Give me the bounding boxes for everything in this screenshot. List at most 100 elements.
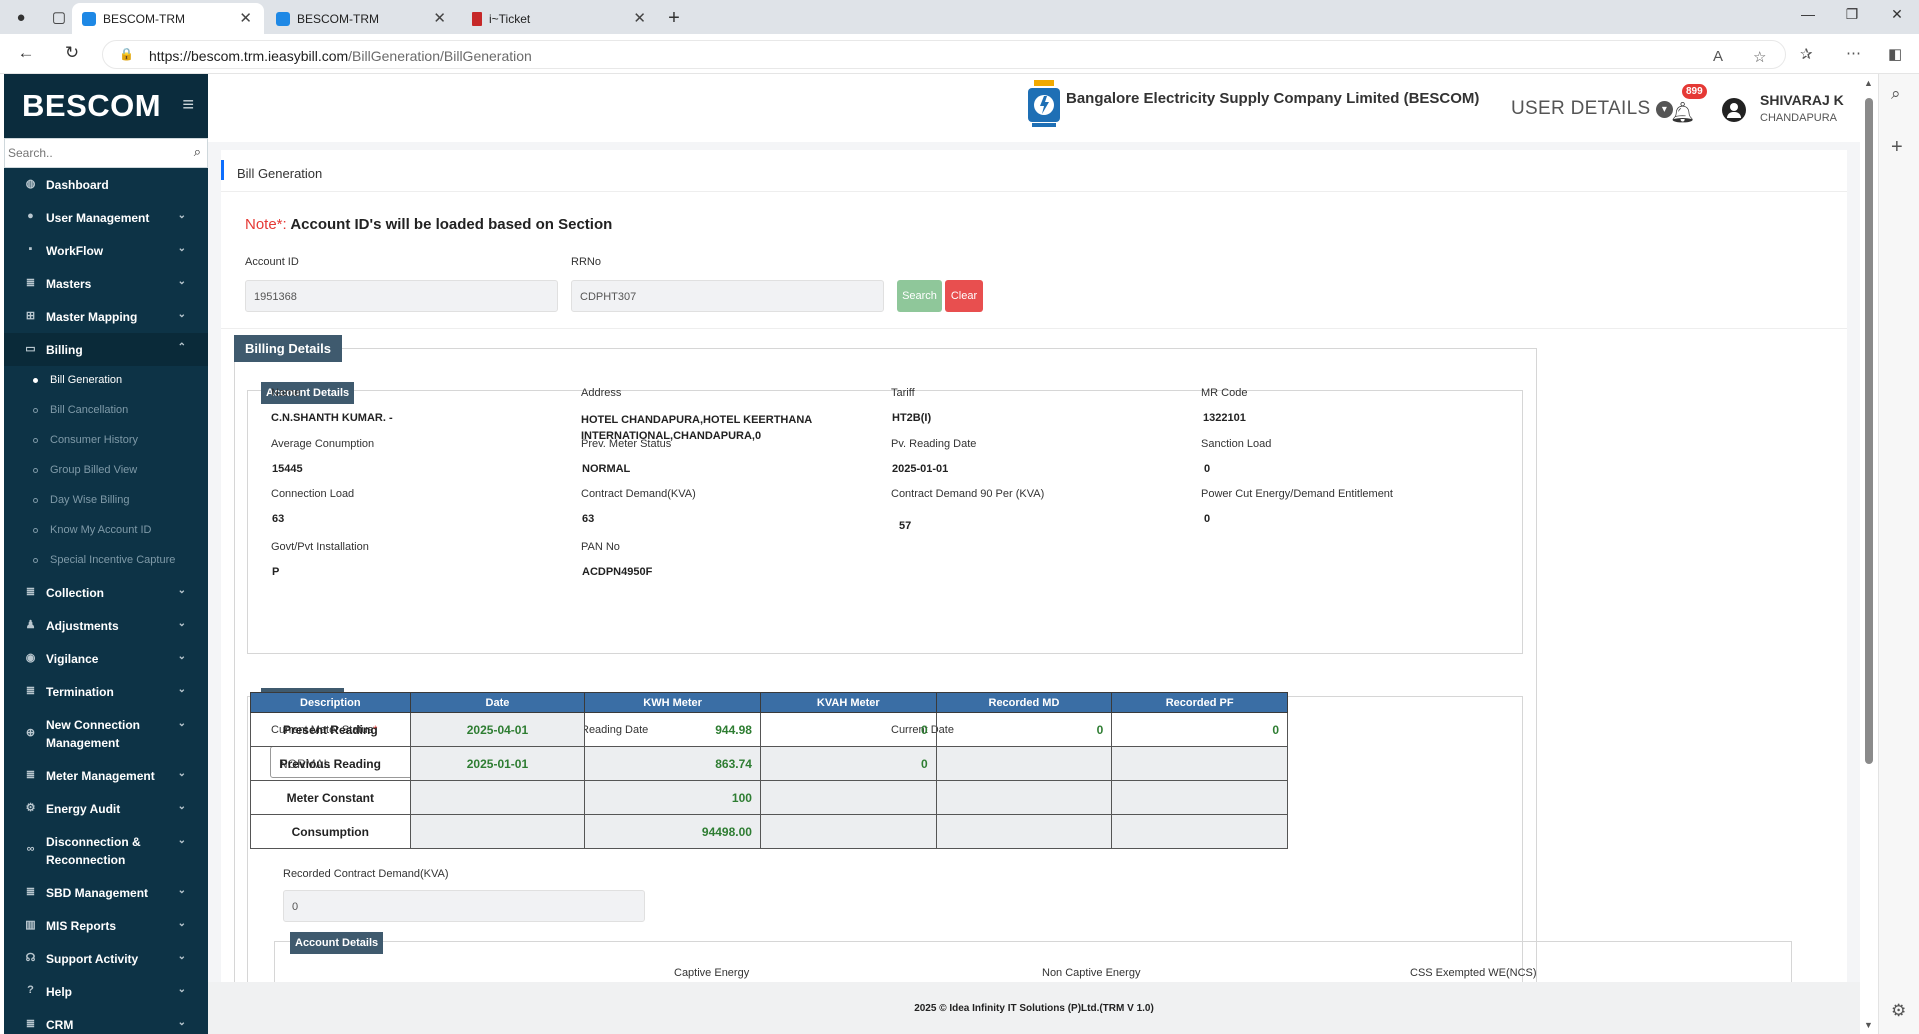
favorites-icon[interactable]: ✰	[1800, 46, 1813, 63]
users-icon: ♟	[25, 619, 36, 631]
browser-tab-2[interactable]: BESCOM-TRM ✕	[266, 3, 458, 34]
sidebar-item-new-connection-management[interactable]: ⊕ New Connection Management ⌄	[4, 708, 208, 759]
sidebar-item-vigilance[interactable]: ◉ Vigilance ⌄	[4, 642, 208, 675]
more-options-icon[interactable]: ⋯	[1846, 45, 1861, 62]
scroll-down-icon[interactable]: ▼	[1864, 1020, 1873, 1030]
app-sidebar: BESCOM ≡ ⌕ ◍Dashboard ●User Management⌄ …	[4, 74, 208, 1034]
sidebar-item-dashboard[interactable]: ◍ Dashboard	[4, 168, 208, 201]
sidebar-subitem-day-wise-billing[interactable]: Day Wise Billing	[4, 486, 208, 516]
pf-cell	[1111, 780, 1288, 815]
favorite-star-icon[interactable]: ☆	[1753, 49, 1767, 66]
lock-icon: 🔒	[119, 47, 134, 61]
search-icon[interactable]: ⌕	[193, 144, 201, 159]
account-details-legend: Account Details	[261, 382, 355, 404]
user-details-label: USER DETAILS	[1511, 98, 1651, 119]
scroll-thumb[interactable]	[1865, 98, 1873, 764]
readings-table: Description Date KWH Meter KVAH Meter Re…	[250, 692, 1288, 849]
sidebar-item-workflow[interactable]: ▪ WorkFlow ⌄	[4, 234, 208, 267]
sidebar-subitem-consumer-history[interactable]: Consumer History	[4, 426, 208, 456]
restore-icon[interactable]: ❐	[1845, 6, 1859, 22]
browser-tab-bar: ● ▢ BESCOM-TRM ✕ BESCOM-TRM ✕ i~Ticket ✕…	[0, 0, 1919, 34]
chevron-down-icon: ⌄	[177, 276, 186, 287]
sidebar-subitem-bill-cancellation[interactable]: Bill Cancellation	[4, 396, 208, 426]
address-label: Address	[581, 387, 622, 399]
sidebar-subitem-group-billed-view[interactable]: Group Billed View	[4, 456, 208, 486]
scroll-up-icon[interactable]: ▲	[1864, 78, 1873, 88]
sidebar-item-help[interactable]: ? Help ⌄	[4, 975, 208, 1008]
sidebar-subitem-special-incentive-capture[interactable]: Special Incentive Capture	[4, 546, 208, 576]
chevron-down-icon: ⌄	[177, 684, 186, 695]
help-icon: ?	[27, 984, 34, 996]
sidebar-item-billing[interactable]: ▭ Billing ⌃	[4, 333, 208, 366]
sidebar-toggle-icon[interactable]: ◧	[1888, 46, 1903, 63]
sidebar-item-user-management[interactable]: ● User Management ⌄	[4, 201, 208, 234]
govt-pvt-value: P	[272, 566, 280, 578]
back-icon[interactable]: ←	[17, 43, 35, 62]
recorded-md-input[interactable]: 0	[935, 712, 1113, 747]
sidebar-item-energy-audit[interactable]: ⚙ Energy Audit ⌄	[4, 792, 208, 825]
kwh-input[interactable]: 944.98	[584, 712, 761, 747]
kvah-input[interactable]: 0	[759, 712, 937, 747]
chevron-down-icon: ⌄	[177, 951, 186, 962]
recorded-cd-input[interactable]: 0	[283, 890, 645, 922]
list-icon: ≣	[25, 769, 36, 781]
add-icon[interactable]: +	[1891, 136, 1903, 158]
sidebar-item-masters[interactable]: ≣ Masters ⌄	[4, 267, 208, 300]
sidebar-item-disconnection-reconnection[interactable]: ∞ Disconnection & Reconnection ⌄	[4, 825, 208, 876]
browser-tab-1[interactable]: BESCOM-TRM ✕	[72, 3, 264, 34]
sidebar-item-termination[interactable]: ≣ Termination ⌄	[4, 675, 208, 708]
chevron-down-icon: ⌄	[177, 768, 186, 779]
sidebar-item-mis-reports[interactable]: ▥ MIS Reports ⌄	[4, 909, 208, 942]
refresh-icon[interactable]: ↻	[64, 43, 80, 62]
sidebar-item-crm[interactable]: ≣ CRM ⌄	[4, 1008, 208, 1034]
tab-actions-icon[interactable]: ▢	[51, 9, 67, 26]
govt-pvt-label: Govt/Pvt Installation	[271, 541, 369, 553]
account-id-input[interactable]: 1951368	[245, 280, 558, 312]
search-icon[interactable]: ⌕	[1891, 84, 1901, 103]
close-tab-icon[interactable]: ✕	[633, 10, 646, 27]
pf-cell	[1111, 746, 1288, 781]
profile-icon[interactable]: ●	[16, 9, 26, 26]
close-tab-icon[interactable]: ✕	[433, 10, 446, 27]
avg-consumption-value: 15445	[272, 463, 303, 475]
chevron-down-icon: ⌄	[177, 309, 186, 320]
user-details-dropdown[interactable]: USER DETAILS ▾	[1511, 98, 1674, 120]
search-button[interactable]: Search	[897, 280, 942, 312]
bullet-icon	[33, 468, 38, 473]
sidebar-item-adjustments[interactable]: ♟ Adjustments ⌄	[4, 609, 208, 642]
prev-meter-status-value: NORMAL	[582, 463, 631, 475]
sidebar-item-master-mapping[interactable]: ⊞ Master Mapping ⌄	[4, 300, 208, 333]
url-field[interactable]: 🔒 https://bescom.trm.ieasybill.com/BillG…	[102, 40, 1786, 69]
pan-value: ACDPN4950F	[582, 566, 653, 578]
sidebar-item-collection[interactable]: ≣ Collection ⌄	[4, 576, 208, 609]
clear-button[interactable]: Clear	[945, 280, 983, 312]
column-header: Date	[409, 692, 586, 713]
settings-gear-icon[interactable]: ⚙	[1891, 1001, 1907, 1020]
page-scrollbar[interactable]: ▲ ▼	[1860, 74, 1878, 1034]
sidebar-subitem-know-my-account-id[interactable]: Know My Account ID	[4, 516, 208, 546]
url-text: https://bescom.trm.ieasybill.com/BillGen…	[149, 48, 532, 64]
close-tab-icon[interactable]: ✕	[239, 10, 252, 27]
sidebar-item-support-activity[interactable]: ☊ Support Activity ⌄	[4, 942, 208, 975]
minimize-icon[interactable]: —	[1801, 6, 1815, 22]
section-note: Note*: Account ID's will be loaded based…	[245, 216, 612, 233]
sidebar-item-meter-management[interactable]: ≣ Meter Management ⌄	[4, 759, 208, 792]
non-captive-energy-label: Non Captive Energy	[1042, 967, 1141, 979]
date-cell: 2025-01-01	[409, 746, 586, 781]
browser-tab-3[interactable]: i~Ticket ✕	[462, 3, 658, 34]
column-header: Description	[250, 692, 411, 713]
rrno-input[interactable]: CDPHT307	[571, 280, 884, 312]
sidebar-subitem-bill-generation[interactable]: Bill Generation	[4, 366, 208, 396]
sidebar-item-label: Energy Audit	[46, 802, 121, 816]
sidebar-search-input[interactable]	[8, 143, 178, 163]
page-title-bar: Bill Generation	[221, 150, 1847, 192]
close-window-icon[interactable]: ✕	[1891, 6, 1903, 22]
sidebar-item-sbd-management[interactable]: ≣ SBD Management ⌄	[4, 876, 208, 909]
avatar[interactable]	[1722, 98, 1746, 122]
hamburger-menu-icon[interactable]: ≡	[182, 94, 194, 116]
recorded-pf-input[interactable]: 0	[1111, 712, 1288, 747]
new-tab-icon[interactable]: +	[668, 7, 680, 29]
read-aloud-icon[interactable]: A	[1713, 48, 1724, 65]
notification-bell-icon[interactable]: 🔔︎	[1670, 102, 1696, 124]
account-id-label: Account ID	[245, 256, 299, 268]
